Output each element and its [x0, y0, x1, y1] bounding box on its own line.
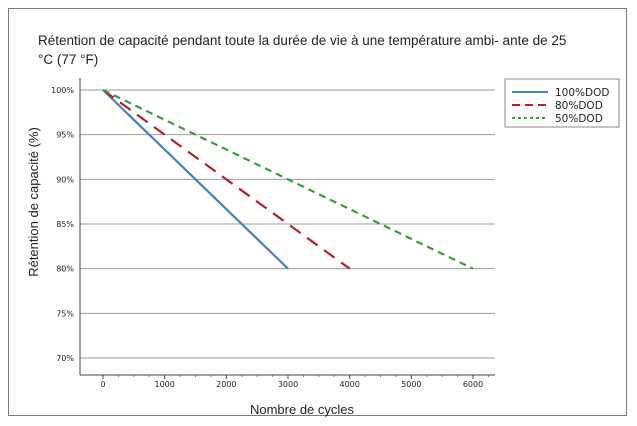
- x-tick-label: 1000: [154, 380, 174, 389]
- y-tick-label: 75%: [56, 309, 74, 318]
- series-line-100pct-dod: [102, 89, 289, 270]
- y-tick-label: 100%: [51, 86, 74, 95]
- x-tick-labels: 0 1000 2000 3000 4000 5000 6000: [100, 380, 483, 389]
- x-tick-label: 5000: [401, 380, 421, 389]
- y-tick-label: 70%: [56, 354, 74, 363]
- x-tick-label: 4000: [339, 380, 359, 389]
- series-line-50pct-dod: [102, 89, 474, 270]
- x-tick-label: 6000: [463, 380, 483, 389]
- y-tick-label: 90%: [56, 175, 74, 184]
- series-line-80pct-dod: [102, 89, 351, 270]
- x-tick-label: 3000: [278, 380, 298, 389]
- y-axis-title: Rétention de capacité (%): [26, 127, 41, 277]
- legend-label: 100%DOD: [555, 87, 609, 99]
- y-tick-label: 85%: [56, 220, 74, 229]
- chart-title: Rétention de capacité pendant toute la d…: [38, 33, 567, 67]
- axes: [79, 78, 495, 379]
- y-tick-label: 80%: [56, 265, 74, 274]
- series-lines: [102, 89, 474, 270]
- chart-frame: [8, 8, 627, 416]
- grid-lines: [80, 89, 495, 359]
- x-tick-label: 2000: [216, 380, 236, 389]
- x-tick-label: 0: [100, 380, 105, 389]
- x-axis-title: Nombre de cycles: [250, 402, 355, 417]
- y-tick-label: 95%: [56, 131, 74, 140]
- y-tick-labels: 100% 95% 90% 85% 80% 75% 70%: [51, 86, 74, 363]
- legend-label: 80%DOD: [555, 100, 603, 112]
- legend-label: 50%DOD: [555, 113, 603, 125]
